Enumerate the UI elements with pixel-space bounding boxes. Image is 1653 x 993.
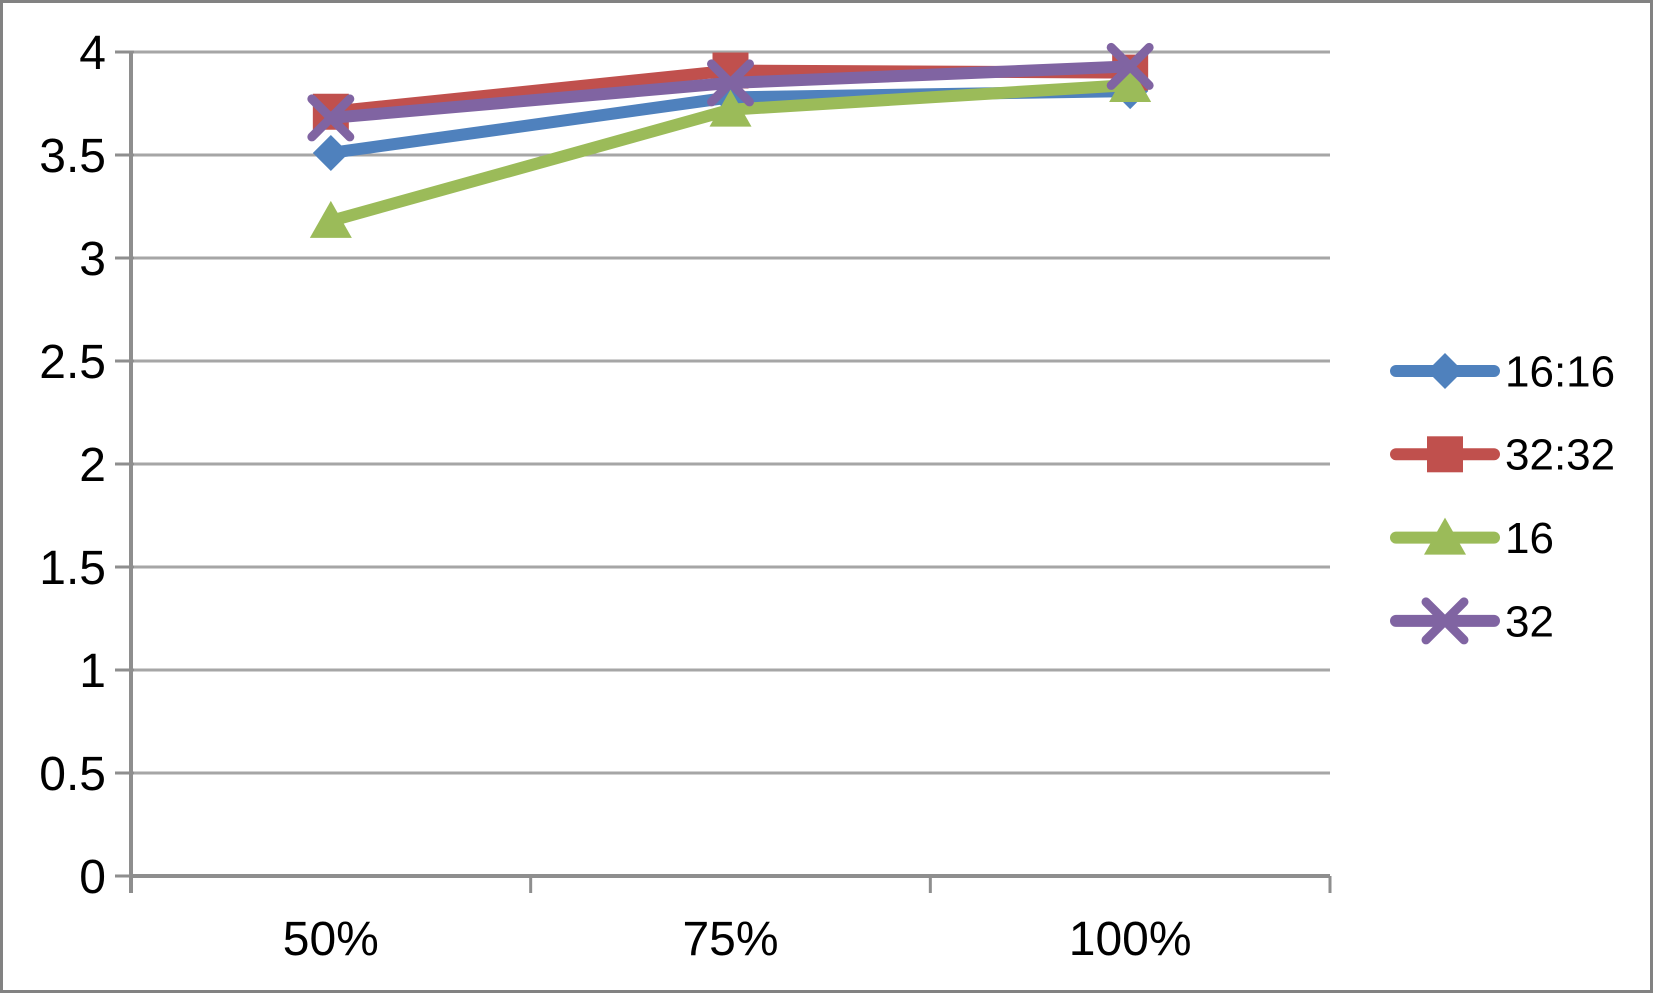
x-icon [307,94,355,142]
line-chart: 0 0.5 1 1.5 2 2.5 3 3.5 4 50% 75% 100% 16:16 32:32 16 3… [39,27,1615,966]
triangle-icon [1109,64,1152,102]
y-tick-label: 4 [79,27,106,80]
triangle-icon [709,89,752,127]
y-tick-label: 2.5 [39,336,106,389]
series-16 [309,64,1152,238]
x-tick-label: 50% [283,913,379,966]
x-icon [707,59,754,107]
legend-label: 32 [1505,597,1554,646]
series-32 [307,42,1154,142]
x-icon [1421,597,1469,645]
x-icon [1106,42,1154,90]
y-tick-label: 0.5 [39,748,106,801]
legend-item-32-32: 32:32 [1390,431,1615,480]
x-tick-label: 100% [1069,913,1192,966]
y-tick-label: 1 [79,645,106,698]
y-tick-label: 3 [79,233,106,286]
y-tick-label: 0 [79,851,106,904]
diamond-icon [1427,353,1463,389]
legend-label: 16:16 [1505,347,1615,396]
y-tick-label: 3.5 [39,130,106,183]
legend-item-16-16: 16:16 [1390,347,1615,396]
triangle-icon [1424,517,1466,555]
legend-item-16: 16 [1390,514,1554,563]
y-tick-label: 2 [79,439,106,492]
legend-label: 32:32 [1505,431,1615,480]
x-tick-label: 75% [682,913,778,966]
legend-label: 16 [1505,514,1554,563]
y-tick-label: 1.5 [39,542,106,595]
triangle-icon [309,200,352,238]
legend-item-32: 32 [1390,597,1554,646]
diamond-icon [312,134,349,171]
square-icon [1427,436,1463,473]
